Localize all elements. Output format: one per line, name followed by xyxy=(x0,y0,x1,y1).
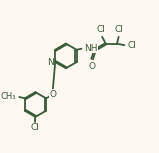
Text: NH: NH xyxy=(84,44,97,53)
Text: Cl: Cl xyxy=(96,25,105,34)
Text: Cl: Cl xyxy=(31,123,40,132)
Text: O: O xyxy=(89,62,96,71)
Text: N: N xyxy=(47,58,54,67)
Text: O: O xyxy=(49,90,56,99)
Text: Cl: Cl xyxy=(127,41,136,50)
Text: Cl: Cl xyxy=(114,25,123,34)
Text: CH₃: CH₃ xyxy=(1,92,17,101)
